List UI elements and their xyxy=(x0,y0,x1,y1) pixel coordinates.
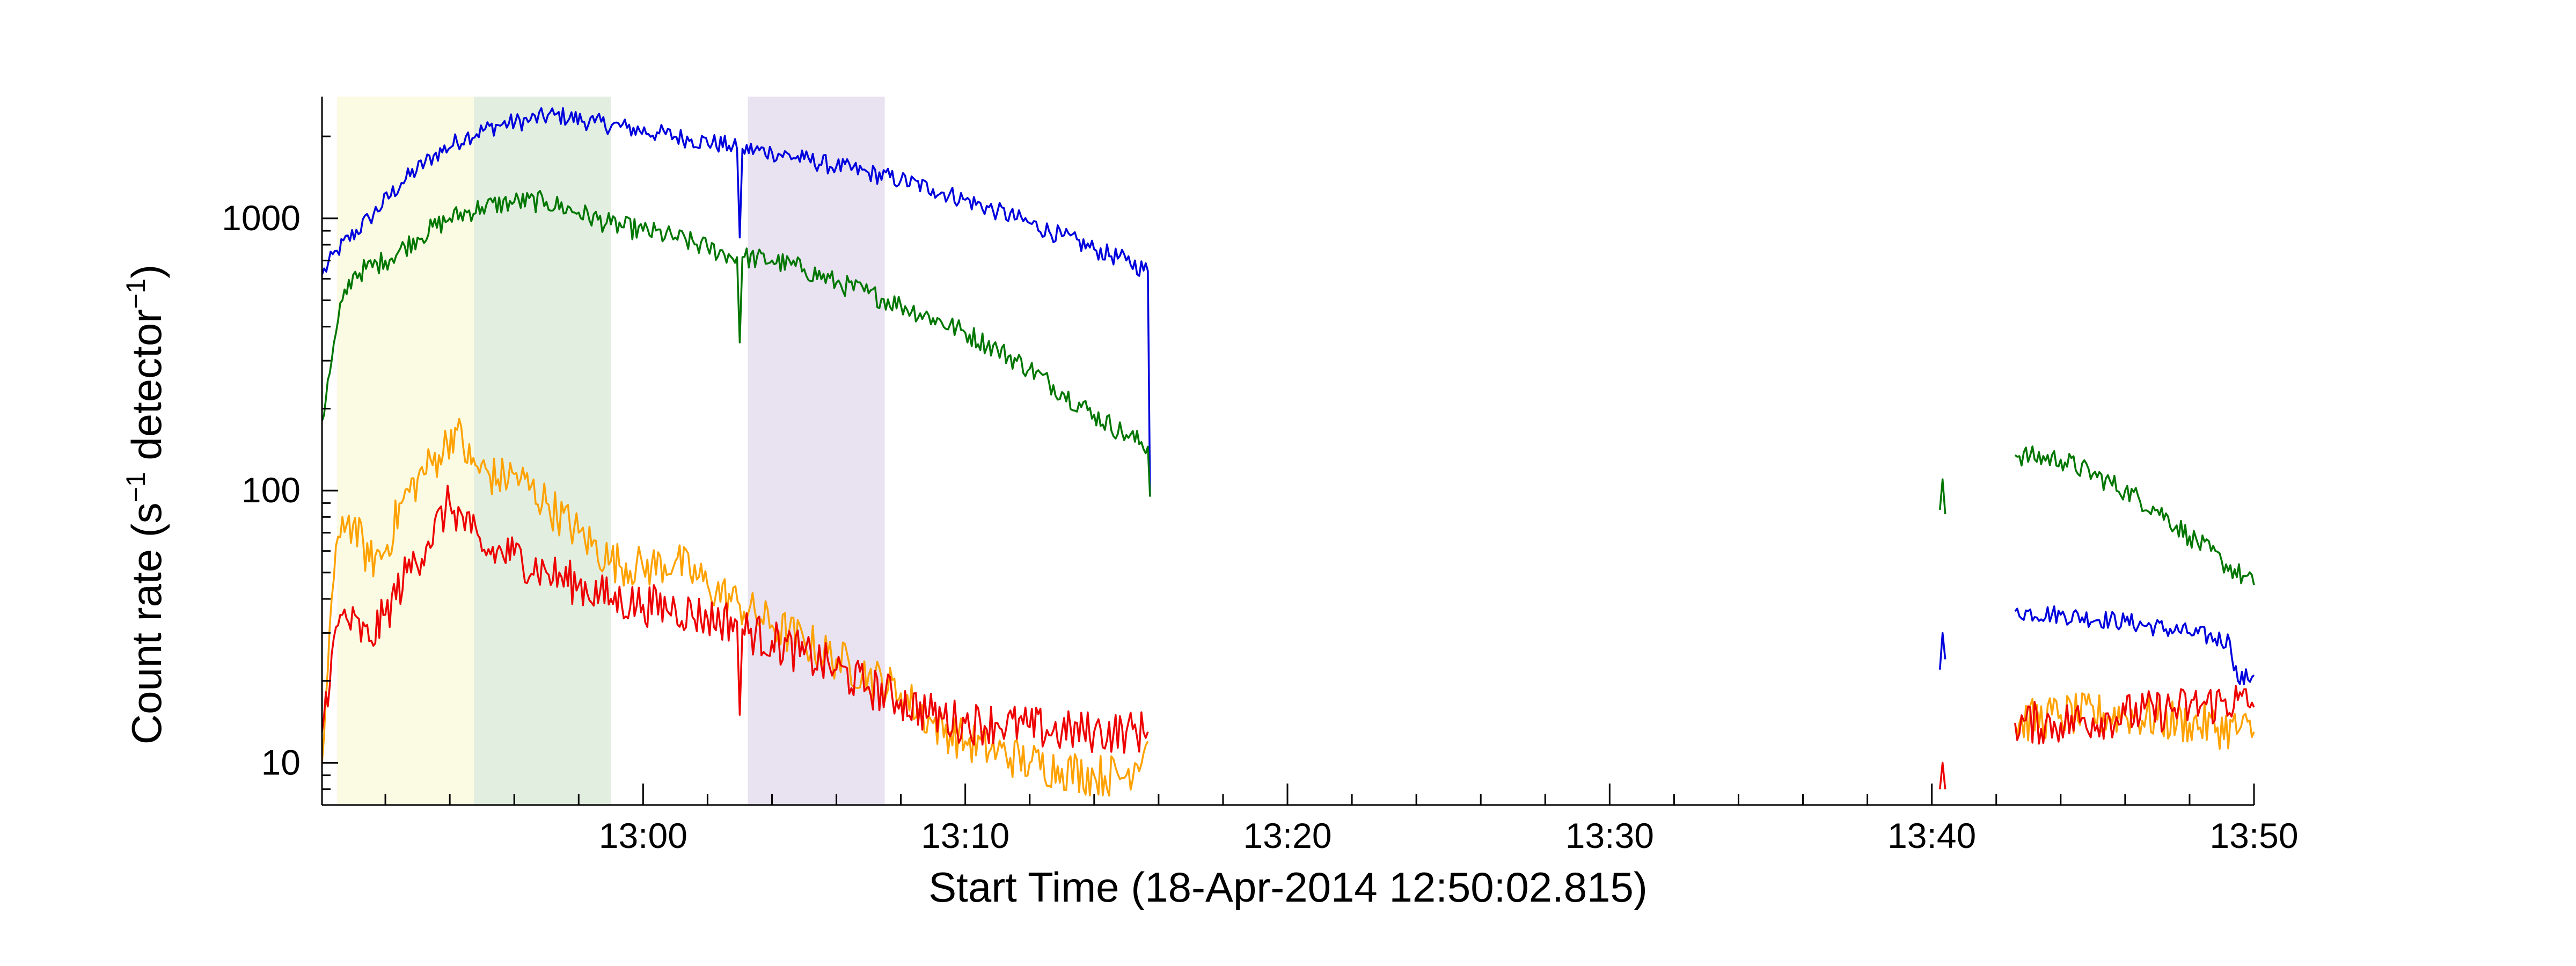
y-axis-label-suffix: ) xyxy=(123,265,170,279)
shaded-interval-3 xyxy=(748,97,885,805)
y-tick-label-1000: 1000 xyxy=(222,198,301,238)
series-1-segment-1 xyxy=(321,107,1151,497)
series-2-segment-2 xyxy=(1938,478,1946,515)
series-2-segment-3 xyxy=(2014,445,2255,586)
x-tick-label-1340: 13:40 xyxy=(1887,816,1976,855)
series-4-segment-3 xyxy=(2014,685,2255,745)
x-tick-label-1310: 13:10 xyxy=(921,816,1009,855)
shaded-interval-1 xyxy=(337,97,474,805)
x-tick-label-1300: 13:00 xyxy=(599,816,687,855)
series-1-segment-3 xyxy=(2014,605,2255,685)
shaded-interval-2 xyxy=(474,97,611,805)
y-tick-label-100: 100 xyxy=(241,470,301,510)
shaded-intervals xyxy=(337,97,885,805)
y-axis-label-sup1: −1 xyxy=(121,472,151,502)
x-tick-label-1350: 13:50 xyxy=(2209,816,2298,855)
y-axis-label: Count rate (s−1 detector−1) xyxy=(121,265,170,744)
y-axis-label-sup2: −1 xyxy=(121,279,151,309)
series-4-segment-2 xyxy=(1938,762,1946,789)
y-axis-label-prefix: Count rate (s xyxy=(123,502,170,744)
y-tick-label-10: 10 xyxy=(261,742,301,782)
series-3-segment-1 xyxy=(321,418,1149,797)
x-axis-label: Start Time (18-Apr-2014 12:50:02.815) xyxy=(928,863,1648,911)
series-1-segment-2 xyxy=(1938,632,1946,670)
axes: 10 100 1000 13:00 13:10 13:20 13:30 13:40 13:50 xyxy=(222,97,2299,855)
data-series xyxy=(321,107,2255,797)
series-4-segment-1 xyxy=(321,485,1149,754)
x-tick-label-1320: 13:20 xyxy=(1243,816,1331,855)
series-2-segment-1 xyxy=(321,190,1151,497)
y-axis-label-middle: detector xyxy=(123,309,170,472)
x-tick-label-1330: 13:30 xyxy=(1565,816,1654,855)
